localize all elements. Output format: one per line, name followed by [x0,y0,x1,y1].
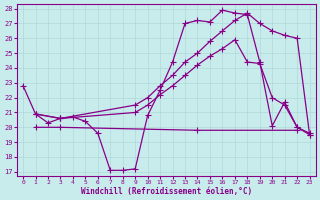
X-axis label: Windchill (Refroidissement éolien,°C): Windchill (Refroidissement éolien,°C) [81,187,252,196]
